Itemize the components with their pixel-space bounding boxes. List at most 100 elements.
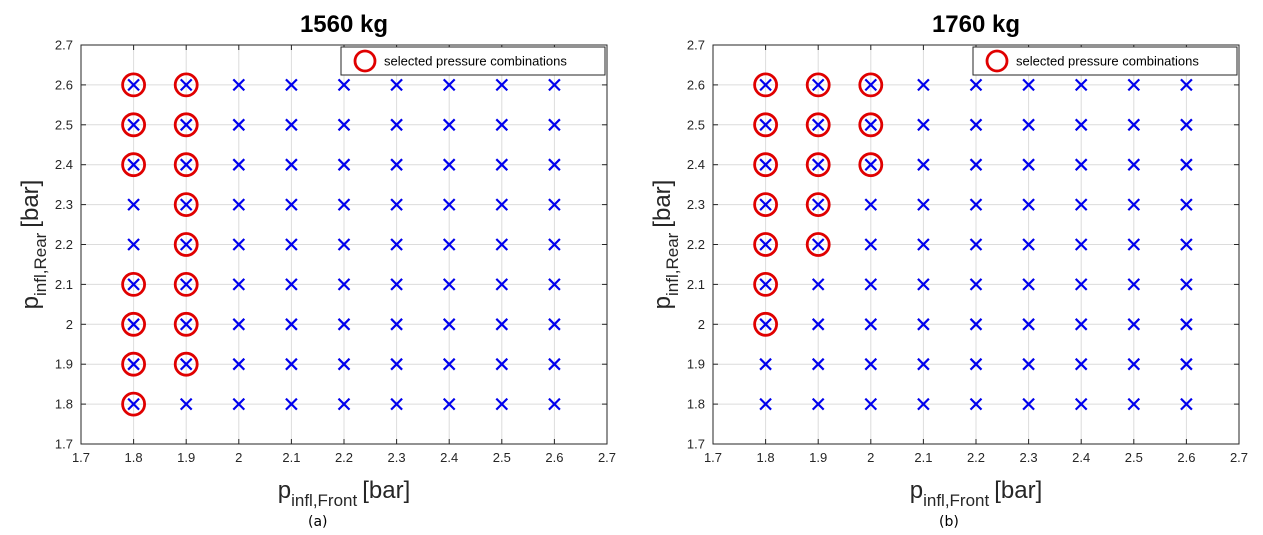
- x-marker: [548, 198, 561, 211]
- tick-labels: 1.7 1.8 1.9 2 2.1 2.2 2.3 2.4 2.5 2.6 2.7 1.7 1.8 1.9…: [687, 38, 1248, 466]
- x-marker: [337, 198, 351, 211]
- x-marker-stroke: [548, 198, 561, 211]
- x-marker: [390, 118, 403, 132]
- x-marker-stroke: [759, 78, 772, 92]
- x-axis-label-base: p: [278, 477, 291, 504]
- x-tick-label: 2.7: [1230, 450, 1248, 465]
- x-marker-stroke: [1022, 198, 1035, 211]
- x-marker: [548, 158, 561, 171]
- x-marker-stroke: [337, 78, 351, 92]
- x-marker-stroke: [811, 198, 825, 211]
- x-marker-stroke: [811, 78, 825, 92]
- x-marker: [127, 357, 140, 371]
- x-marker-stroke: [917, 357, 930, 371]
- y-axis-label-subscript: infl,Rear: [663, 232, 682, 296]
- x-tick-label: 2.7: [598, 450, 616, 465]
- x-marker-stroke: [811, 397, 825, 411]
- x-marker-stroke: [179, 278, 193, 291]
- selected-circle-marker: [753, 311, 779, 337]
- x-marker: [811, 397, 825, 411]
- x-marker: [127, 397, 140, 411]
- legend: selected pressure combinations: [972, 46, 1238, 76]
- x-marker-stroke: [179, 78, 193, 92]
- x-marker-stroke: [495, 278, 509, 291]
- selected-circle-marker: [753, 72, 779, 98]
- y-tick-label: 2: [698, 317, 705, 332]
- selected-circle-marker: [753, 232, 779, 257]
- x-marker: [1180, 318, 1193, 331]
- x-marker-stroke: [864, 158, 878, 171]
- x-marker-stroke: [285, 78, 298, 92]
- selected-circle-marker: [753, 112, 779, 138]
- x-marker-stroke: [917, 397, 930, 411]
- x-marker-stroke: [285, 278, 298, 291]
- x-tick-label: 1.7: [704, 450, 722, 465]
- y-tick-label: 2.6: [687, 77, 705, 92]
- x-marker-stroke: [1074, 118, 1088, 132]
- x-marker: [1127, 238, 1141, 251]
- x-marker: [917, 238, 930, 251]
- x-axis-label-subscript: infl,Front: [291, 491, 357, 510]
- x-marker: [864, 198, 878, 211]
- y-axis-label-unit: [bar]: [17, 180, 44, 228]
- x-marker: [232, 238, 246, 251]
- x-marker: [548, 238, 561, 251]
- x-marker: [864, 238, 878, 251]
- x-tick-label: 2.1: [914, 450, 932, 465]
- selected-circle-marker: [753, 192, 779, 218]
- y-tick-label: 2.7: [687, 38, 705, 53]
- selected-circle-marker: [121, 72, 147, 98]
- x-marker-stroke: [969, 198, 983, 211]
- x-marker: [917, 78, 930, 92]
- x-marker: [179, 238, 193, 251]
- x-marker: [1074, 158, 1088, 171]
- x-marker: [179, 158, 193, 171]
- x-marker: [232, 158, 246, 171]
- x-marker-stroke: [1074, 238, 1088, 251]
- x-marker: [1074, 278, 1088, 291]
- x-marker-stroke: [337, 318, 351, 331]
- x-marker-stroke: [917, 238, 930, 251]
- x-marker: [285, 357, 298, 371]
- x-marker-stroke: [1180, 78, 1193, 92]
- x-marker-stroke: [1180, 238, 1193, 251]
- x-marker: [1127, 78, 1141, 92]
- x-marker-stroke: [1074, 278, 1088, 291]
- x-marker-stroke: [179, 198, 193, 211]
- selected-circle-marker: [173, 271, 199, 297]
- x-marker: [1074, 78, 1088, 92]
- x-tick-label: 2.1: [282, 450, 300, 465]
- x-marker: [1074, 357, 1088, 371]
- selected-circle-marker: [753, 271, 779, 297]
- x-marker: [390, 318, 403, 331]
- x-marker-stroke: [548, 238, 561, 251]
- x-tick-label: 1.7: [72, 450, 90, 465]
- x-marker-stroke: [969, 397, 983, 411]
- x-marker: [179, 397, 193, 411]
- x-marker-stroke: [969, 318, 983, 331]
- y-tick-label: 2.7: [55, 38, 73, 53]
- y-tick-label: 1.7: [687, 437, 705, 452]
- x-marker: [442, 238, 456, 251]
- x-marker-stroke: [917, 278, 930, 291]
- x-marker: [759, 318, 772, 331]
- x-marker-stroke: [759, 318, 772, 331]
- y-tick-label: 2.3: [55, 197, 73, 212]
- legend-box: [972, 46, 1238, 76]
- y-tick-label: 2.2: [55, 237, 73, 252]
- x-marker-stroke: [759, 118, 772, 132]
- x-marker: [969, 278, 983, 291]
- x-axis-label-unit: [bar]: [362, 477, 410, 504]
- x-marker: [917, 278, 930, 291]
- x-marker: [179, 78, 193, 92]
- selected-circle-marker: [173, 152, 199, 178]
- x-marker-stroke: [442, 318, 456, 331]
- x-marker: [1180, 357, 1193, 371]
- x-marker-stroke: [390, 78, 403, 92]
- x-tick-label: 2.4: [440, 450, 458, 465]
- x-marker: [811, 238, 825, 251]
- x-marker: [1074, 238, 1088, 251]
- x-marker: [127, 198, 140, 211]
- x-tick-label: 2.2: [967, 450, 985, 465]
- x-marker-stroke: [1127, 397, 1141, 411]
